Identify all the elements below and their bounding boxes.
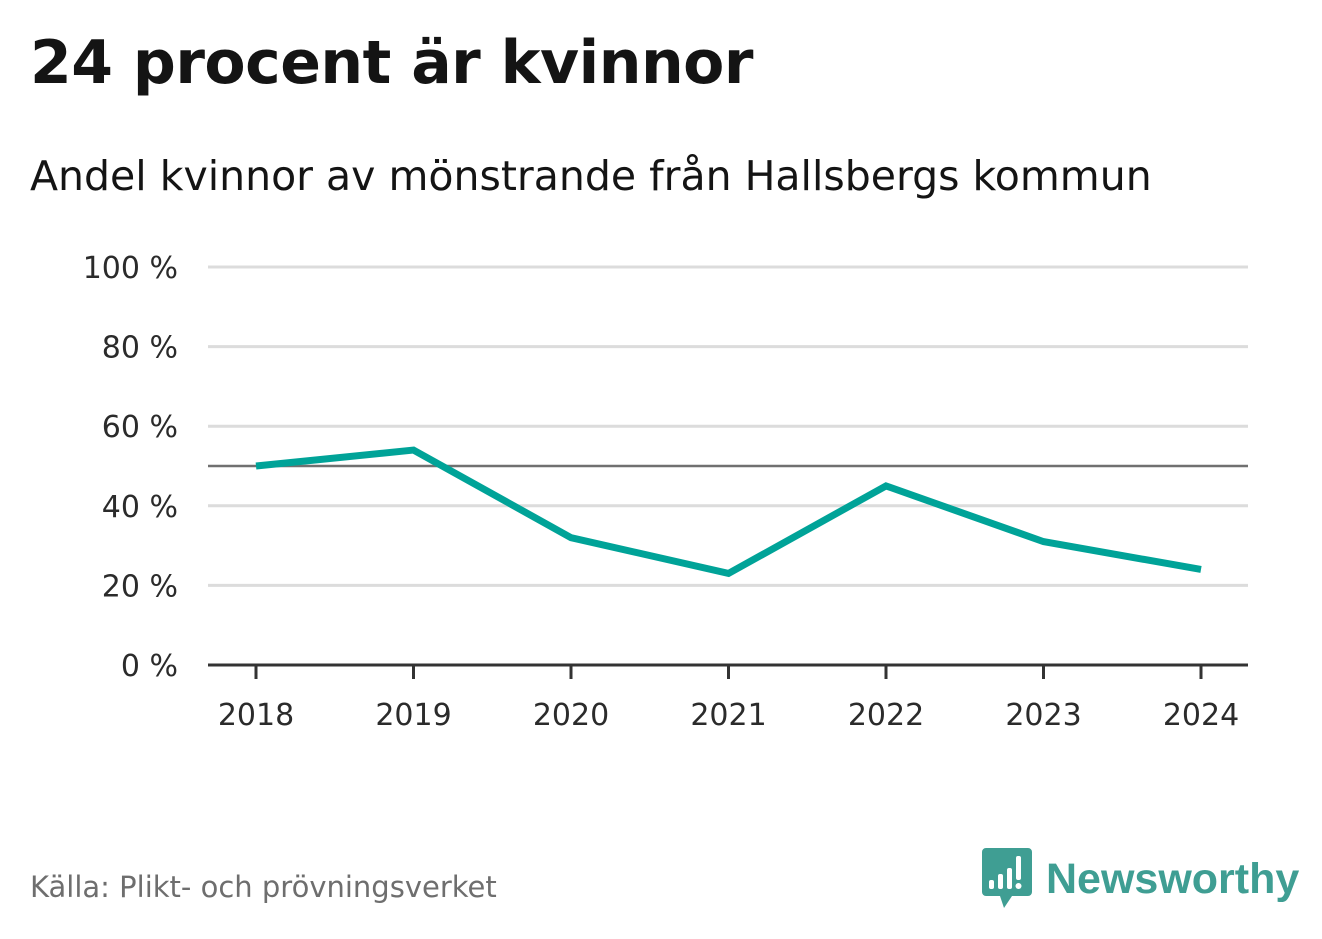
x-tick-label: 2019: [375, 698, 451, 733]
chart-title: 24 procent är kvinnor: [30, 28, 753, 98]
x-tick-label: 2020: [533, 698, 609, 733]
brand: Newsworthy: [982, 848, 1299, 910]
y-tick-label: 100 %: [83, 251, 178, 286]
y-tick-label: 0 %: [121, 649, 178, 684]
chart-subtitle: Andel kvinnor av mönstrande från Hallsbe…: [30, 152, 1152, 200]
x-tick-label: 2022: [848, 698, 924, 733]
x-tick-label: 2024: [1163, 698, 1239, 733]
y-tick-label: 20 %: [102, 569, 178, 604]
x-tick-label: 2023: [1005, 698, 1081, 733]
x-tick-label: 2021: [690, 698, 766, 733]
y-tick-label: 60 %: [102, 410, 178, 445]
x-tick-label: 2018: [218, 698, 294, 733]
y-tick-label: 80 %: [102, 331, 178, 366]
y-tick-label: 40 %: [102, 490, 178, 525]
brand-name: Newsworthy: [1046, 854, 1300, 903]
source-note: Källa: Plikt- och prövningsverket: [30, 870, 497, 904]
newsworthy-logo-icon: [982, 848, 1032, 908]
series-line: [255, 446, 1202, 578]
